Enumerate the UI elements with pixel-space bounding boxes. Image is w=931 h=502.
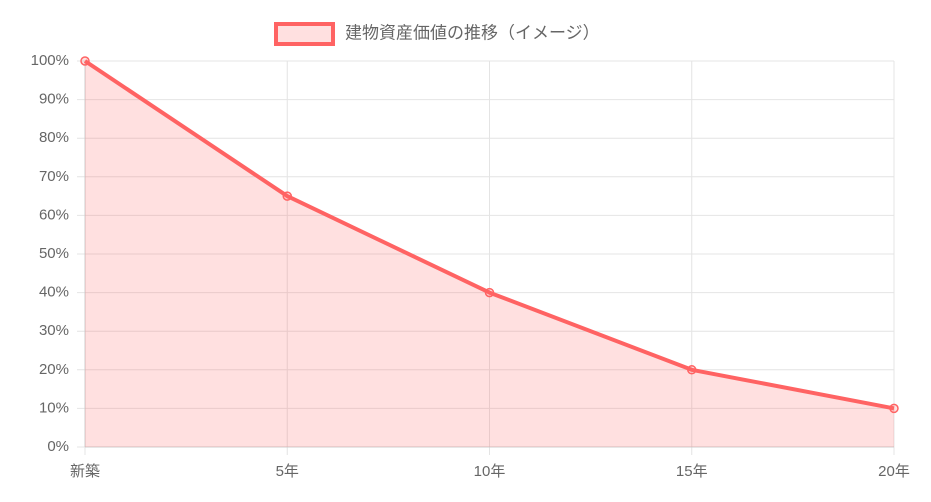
y-tick-label: 30%	[39, 322, 69, 339]
y-tick-label: 0%	[47, 438, 69, 455]
y-tick-label: 20%	[39, 361, 69, 378]
y-tick-label: 80%	[39, 129, 69, 146]
x-tick-label: 10年	[474, 463, 506, 480]
y-tick-label: 70%	[39, 168, 69, 185]
point	[80, 56, 90, 66]
point	[484, 287, 495, 298]
x-tick-label: 新築	[70, 462, 100, 480]
y-tick-label: 100%	[31, 52, 69, 69]
y-tick-label: 10%	[39, 399, 69, 416]
y-tick-label: 90%	[39, 91, 69, 108]
line	[83, 59, 895, 411]
y-tick-label: 40%	[39, 284, 69, 301]
x-tick-label: 15年	[676, 463, 708, 480]
legend-label: 建物資産価値の推移（イメージ）	[345, 23, 600, 42]
x-tick-label: 20年	[878, 463, 910, 480]
x-tick-label: 5年	[276, 463, 299, 480]
legend-swatch	[274, 22, 335, 46]
y-tick-label: 60%	[39, 206, 69, 223]
point	[282, 191, 292, 201]
y-tick-label: 50%	[39, 245, 69, 262]
area	[85, 61, 894, 447]
point	[889, 403, 899, 414]
point	[687, 365, 697, 375]
